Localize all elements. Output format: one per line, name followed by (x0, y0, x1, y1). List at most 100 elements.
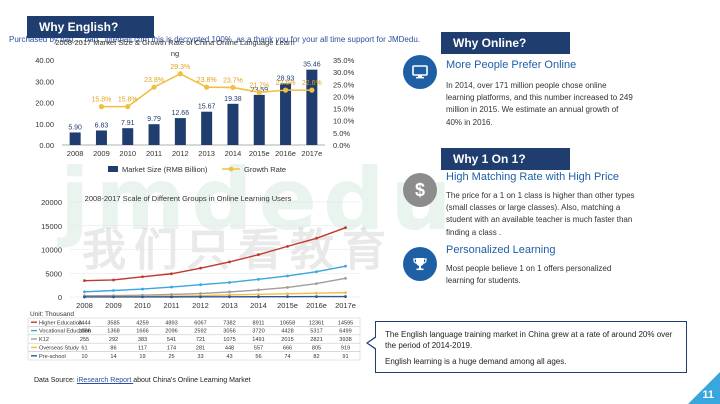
table-cell: 6499 (339, 329, 351, 335)
series-point (141, 295, 144, 299)
chart-title-cont: ng (171, 49, 179, 58)
x-tick-label: 2009 (93, 149, 110, 158)
table-cell: 7382 (223, 320, 235, 326)
x-tick-label: 2014 (250, 301, 267, 310)
series-line (84, 265, 346, 293)
table-cell: 1491 (252, 337, 264, 343)
callout-line-1: The English language training market in … (385, 330, 673, 350)
feature-body-personal: Most people believe 1 on 1 offers person… (446, 264, 612, 286)
series-point (257, 295, 260, 299)
x-tick-label: 2016e (306, 301, 327, 310)
table-cell: 86 (110, 346, 116, 352)
table-cell: 6067 (194, 320, 206, 326)
bar-value-label: 7.91 (121, 120, 135, 127)
series-point (344, 276, 347, 280)
series-point (286, 286, 289, 289)
series-point (112, 295, 115, 299)
bar (280, 83, 292, 145)
growth-rate-label: 15.8% (118, 97, 138, 104)
x-tick-label: 2009 (105, 301, 122, 310)
series-point (199, 283, 202, 287)
growth-rate-point (151, 84, 157, 90)
table-cell: 4259 (136, 320, 148, 326)
x-tick-label: 2014 (225, 149, 242, 158)
table-cell: 117 (138, 346, 147, 352)
y-tick: 10000 (41, 246, 62, 255)
y-tick: 15000 (41, 222, 62, 231)
data-source-link[interactable]: iResearch Report (76, 377, 134, 384)
table-row-label: Higher Education (39, 320, 82, 326)
growth-rate-point (177, 71, 183, 77)
series-line (84, 227, 346, 282)
table-cell: 10658 (280, 320, 296, 326)
series-point (286, 292, 289, 296)
x-tick-label: 2013 (198, 149, 215, 158)
x-tick-label: 2013 (221, 301, 238, 310)
series-point (286, 295, 289, 299)
bar (174, 118, 186, 145)
series-point (344, 295, 347, 298)
table-cell: 919 (341, 346, 350, 352)
bar (201, 111, 213, 145)
bar-value-label: 19.38 (224, 96, 242, 103)
legend-marker-growth-rate (228, 166, 234, 172)
growth-rate-label: 21.7% (249, 82, 269, 89)
table-cell: 448 (225, 346, 234, 352)
page-number: 11 (702, 389, 714, 401)
series-point (170, 272, 173, 276)
series-point (170, 295, 173, 299)
growth-rate-point (98, 104, 105, 110)
callout-line-2: English learning is a huge demand among … (385, 357, 567, 366)
table-cell: 174 (167, 346, 176, 352)
table-cell: 721 (196, 337, 205, 343)
series-point (141, 275, 144, 279)
purchase-notice: Purchased by bao..., bao...@email.com th… (9, 35, 420, 44)
table-cell: 74 (284, 354, 290, 360)
series-point (170, 285, 173, 289)
dollar-icon: $ (403, 173, 437, 207)
bar (148, 124, 160, 145)
y-right-tick: 0.0% (333, 141, 350, 150)
y-tick: 0 (58, 293, 62, 302)
table-cell: 541 (167, 337, 176, 343)
bar-value-label: 12.66 (172, 110, 190, 117)
table-cell: 82 (313, 354, 319, 360)
table-cell: 5317 (310, 329, 322, 335)
bar (122, 128, 134, 145)
growth-rate-point (309, 87, 315, 93)
series-point (344, 264, 347, 268)
table-row-label: Pre-school (39, 354, 66, 360)
table-cell: 33 (197, 354, 203, 360)
bar-value-label: 5.90 (68, 124, 82, 131)
y-right-tick: 25.0% (333, 80, 355, 89)
table-cell: 14 (110, 354, 116, 360)
unit-label: Unit: Thousand (30, 311, 74, 318)
table-cell: 2096 (165, 329, 177, 335)
x-tick-label: 2008 (76, 301, 93, 310)
table-cell: 91 (342, 354, 348, 360)
feature-body-online: In 2014, over 171 million people chose o… (446, 81, 633, 127)
x-tick-label: 2011 (163, 301, 179, 310)
table-cell: 8911 (252, 320, 264, 326)
y-left-tick: 40.00 (35, 56, 54, 65)
monitor-icon (403, 55, 437, 89)
feature-body-price: The price for a 1 on 1 class is higher t… (446, 191, 635, 237)
chart-title: 2008-2017 Scale of Different Groups in O… (85, 194, 292, 203)
section-title-why-english: Why English? (27, 16, 154, 38)
series-point (257, 277, 260, 281)
bar (306, 69, 318, 145)
series-point (228, 295, 231, 299)
series-point (286, 244, 289, 248)
table-cell: 4893 (165, 320, 177, 326)
series-point (344, 226, 347, 230)
bar-value-label: 15.67 (198, 104, 216, 111)
table-cell: 666 (283, 346, 292, 352)
table-row (27, 351, 361, 361)
table-cell: 43 (226, 354, 232, 360)
y-tick: 5000 (45, 269, 62, 278)
x-tick-label: 2010 (134, 301, 151, 310)
bar (95, 130, 107, 145)
table-cell: 557 (254, 346, 263, 352)
bar-value-label: 35.46 (303, 62, 321, 69)
section-title-why-1on1: Why 1 On 1? (441, 148, 570, 170)
